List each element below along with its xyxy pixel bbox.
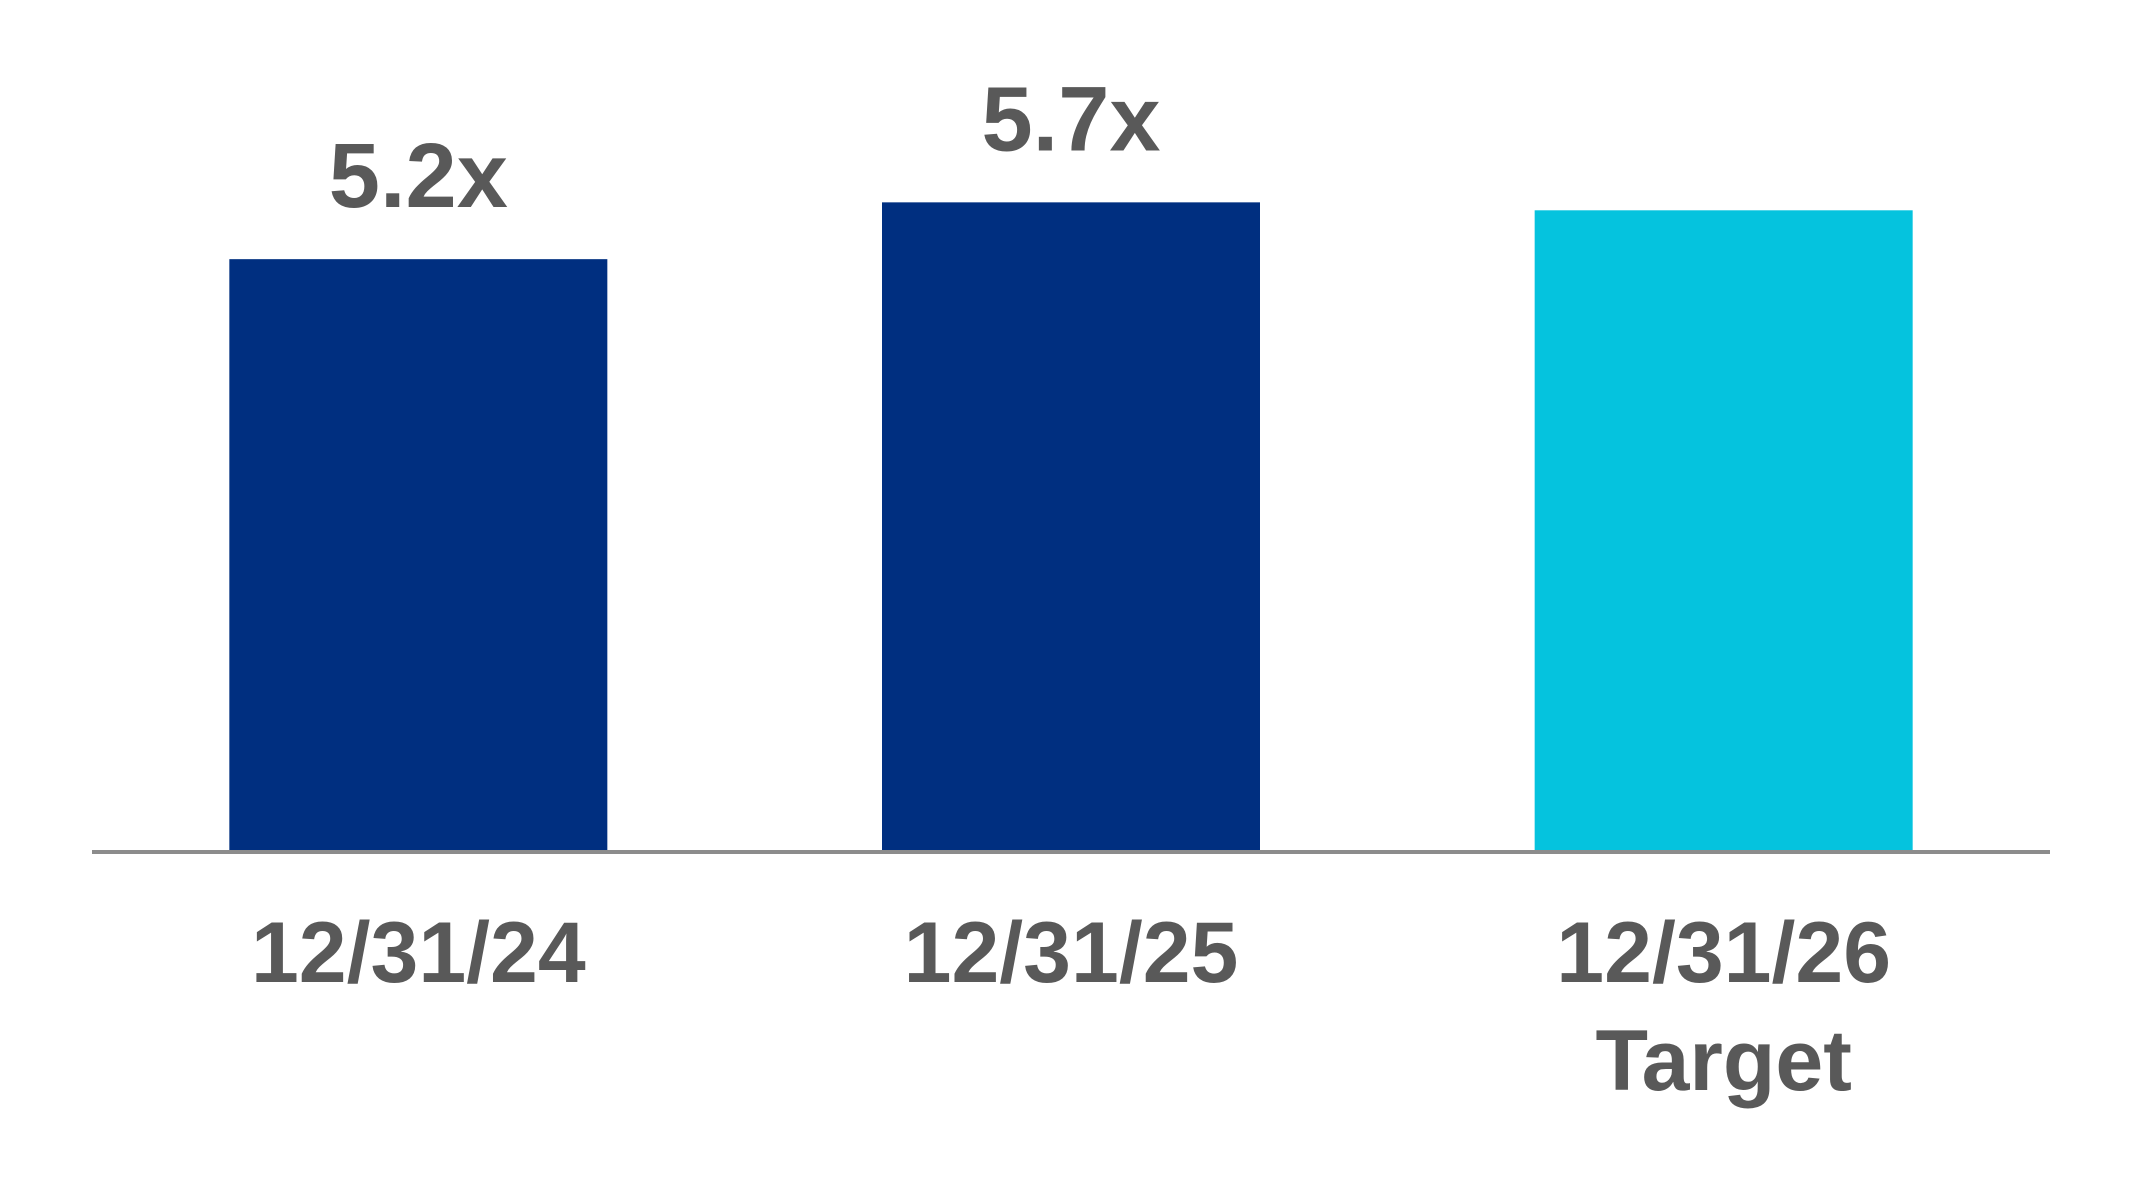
x-tick-label-1: 12/31/24 (251, 905, 586, 1001)
bar-3 (1534, 210, 1913, 850)
bar-1 (229, 259, 608, 850)
data-label-2: 5.7x (981, 68, 1160, 170)
x-tick-label-3-line-2: Target (1595, 1013, 1851, 1109)
x-tick-labels: 12/31/24 12/31/25 12/31/26 Target (251, 905, 1891, 1109)
x-tick-label-3-line-1: 12/31/26 (1556, 905, 1891, 1001)
bar-2 (882, 202, 1260, 850)
data-label-1: 5.2x (329, 125, 508, 227)
x-tick-label-2: 12/31/25 (904, 905, 1239, 1001)
labels-layer: 5.2x 5.7x (329, 68, 1161, 227)
bars-layer (229, 202, 1913, 850)
